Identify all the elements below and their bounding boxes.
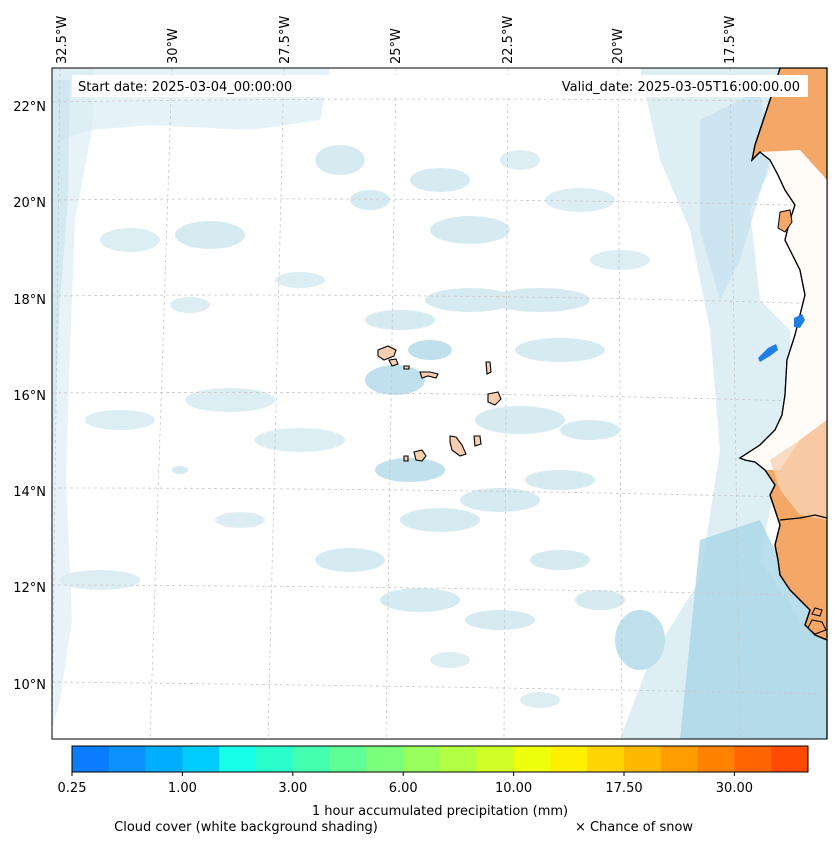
latitude-axis: 22°N 20°N 18°N 16°N 14°N 12°N 10°N	[13, 100, 46, 693]
valid-date-label: Valid_date: 2025-03-05T16:00:00.00	[562, 80, 800, 95]
longitude-gridline	[503, 67, 509, 740]
longitude-label: 25°W	[389, 28, 404, 64]
colorbar-swatch	[476, 746, 515, 772]
latitude-label: 12°N	[13, 581, 46, 596]
bissagos-islands	[807, 619, 827, 635]
coastal-islet	[811, 607, 823, 617]
colorbar-title: 1 hour accumulated precipitation (mm)	[312, 804, 568, 819]
mainland-pale-region	[740, 150, 827, 470]
colorbar-tick-label: 3.00	[278, 781, 307, 796]
colorbar-tick-label: 30.00	[716, 781, 753, 796]
latitude-gridline	[51, 487, 828, 499]
colorbar-swatch	[440, 746, 478, 772]
precip-patch	[758, 344, 778, 362]
date-banner	[72, 75, 808, 97]
colorbar-swatch	[329, 746, 367, 772]
colorbar-swatch	[145, 746, 183, 772]
colorbar-swatches	[72, 746, 809, 772]
island-sal	[485, 361, 492, 375]
island-santa-luzia	[403, 365, 410, 370]
western-sahara-headland	[777, 209, 793, 233]
island-fogo	[413, 449, 427, 462]
map-graticule	[51, 67, 828, 740]
latitude-gridline	[51, 584, 828, 597]
longitude-label: 20°W	[611, 28, 626, 64]
map-panel: Start date: 2025-03-04_00:00:00 Valid_da…	[51, 67, 828, 740]
latitude-gridline	[51, 198, 828, 207]
latitude-gridline	[51, 98, 828, 103]
longitude-gridline	[617, 67, 623, 740]
longitude-label: 30°W	[166, 28, 181, 64]
colorbar-swatch	[513, 746, 551, 772]
longitude-gridline	[385, 67, 397, 740]
colorbar-swatch	[771, 746, 809, 772]
longitude-gridline	[729, 67, 741, 740]
longitude-label: 17.5°W	[723, 16, 738, 64]
colorbar-swatch	[587, 746, 625, 772]
colorbar-tick-label: 17.50	[605, 781, 642, 796]
island-brava	[403, 455, 409, 462]
island-santo-antao	[377, 345, 397, 361]
colorbar-swatch	[624, 746, 662, 772]
longitude-gridline	[149, 67, 173, 740]
colorbar-tick-label: 10.00	[495, 781, 532, 796]
longitude-label: 22.5°W	[501, 16, 516, 64]
precip-patch	[794, 314, 805, 328]
latitude-label: 20°N	[13, 196, 46, 211]
colorbar-swatch	[219, 746, 257, 772]
mainland-coast-cloud	[770, 420, 827, 520]
island-sao-nicolau	[419, 371, 439, 379]
latitude-label: 16°N	[13, 389, 46, 404]
island-maio	[473, 435, 482, 447]
colorbar-swatch	[292, 746, 331, 772]
island-santiago	[449, 435, 467, 457]
start-date-label: Start date: 2025-03-04_00:00:00	[78, 80, 292, 95]
latitude-gridline	[51, 392, 828, 403]
longitude-gridline	[51, 67, 61, 740]
latitude-label: 10°N	[13, 678, 46, 693]
colorbar-border	[71, 745, 809, 773]
colorbar-swatch	[72, 746, 110, 772]
colorbar-swatch	[660, 746, 699, 772]
colorbar-swatch	[182, 746, 220, 772]
precipitation-layer	[758, 314, 805, 362]
cloud-cover-caption: Cloud cover (white background shading)	[114, 820, 378, 835]
gambia-river-inlet	[779, 514, 828, 521]
colorbar-swatch	[697, 746, 735, 772]
colorbar-swatch	[734, 746, 772, 772]
island-boa-vista	[487, 391, 502, 406]
latitude-label: 14°N	[13, 485, 46, 500]
colorbar-tick-label: 0.25	[58, 781, 87, 796]
latitude-label: 18°N	[13, 293, 46, 308]
colorbar-tick-label: 1.00	[168, 781, 197, 796]
snow-caption: × Chance of snow	[575, 820, 693, 835]
latitude-label: 22°N	[13, 100, 46, 115]
latitude-gridline	[51, 681, 828, 695]
precipitation-colorbar: 0.25 1.00 3.00 6.00 10.00 17.50 30.00 1 hour a…	[58, 745, 809, 819]
latitude-gridline	[51, 294, 828, 305]
longitude-gridline	[267, 67, 285, 740]
colorbar-swatch	[550, 746, 588, 772]
longitude-label: 27.5°W	[278, 16, 293, 64]
colorbar-tick-label: 6.00	[389, 781, 418, 796]
colorbar-swatch	[366, 746, 404, 772]
island-sao-vicente	[388, 358, 399, 367]
colorbar-ticks: 0.25 1.00 3.00 6.00 10.00 17.50 30.00	[58, 772, 753, 796]
longitude-label: 32.5°W	[55, 16, 70, 64]
colorbar-swatch	[108, 746, 147, 772]
colorbar-swatch	[403, 746, 441, 772]
cape-verde-islands	[377, 345, 502, 462]
coastline	[738, 67, 828, 641]
african-mainland	[738, 67, 828, 739]
longitude-axis: 32.5°W 30°W 27.5°W 25°W 22.5°W 20°W 17.5…	[55, 16, 738, 64]
map-border	[51, 67, 828, 740]
colorbar-swatch	[256, 746, 294, 772]
